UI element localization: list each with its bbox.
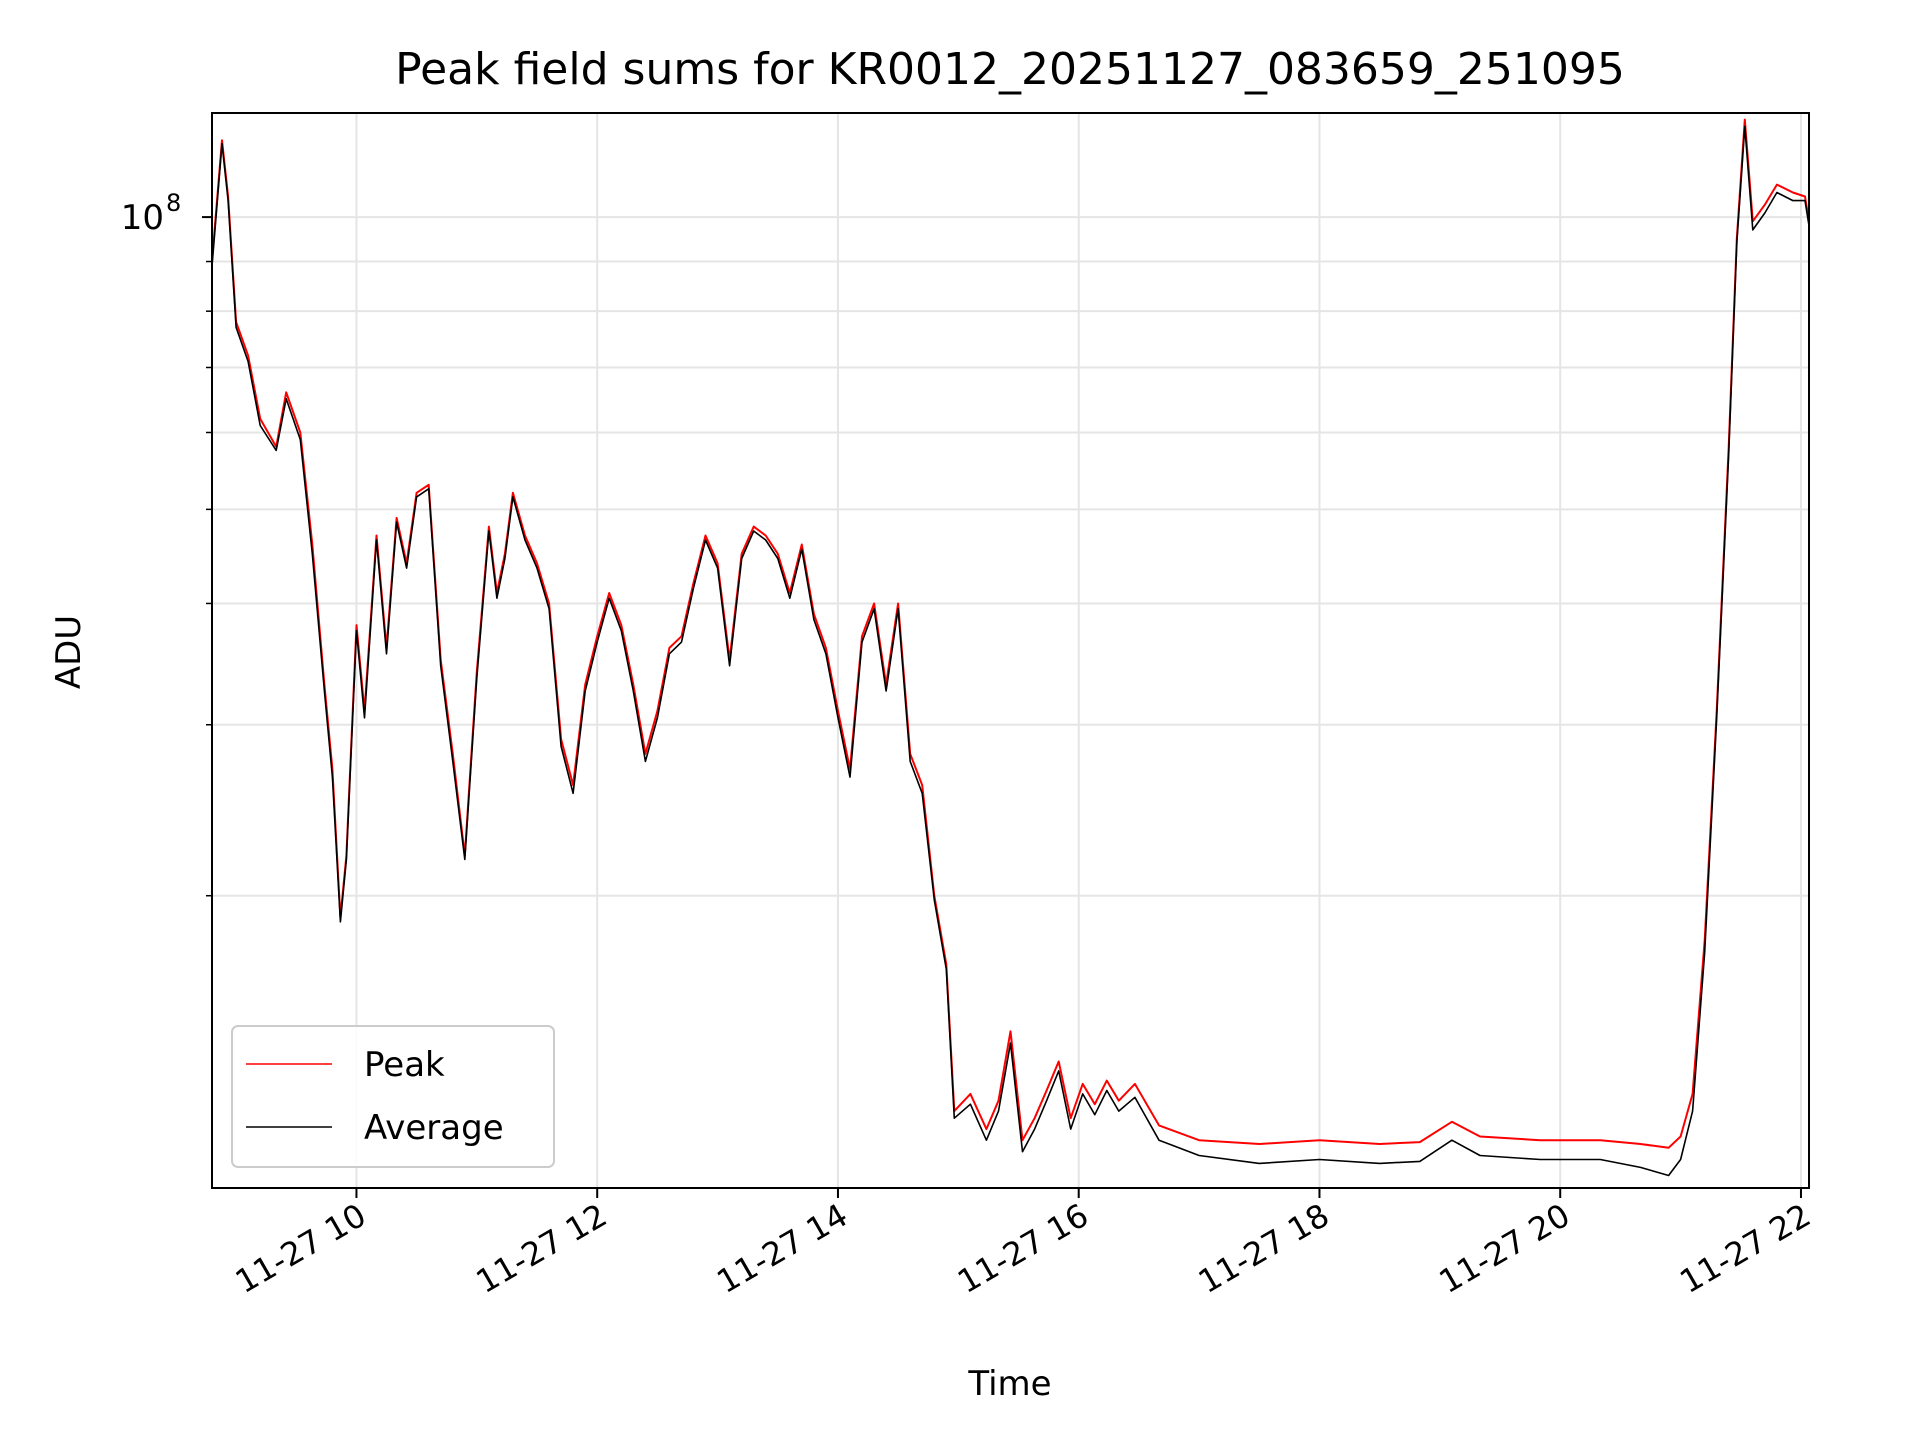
legend: Peak Average	[231, 1025, 555, 1168]
y-tick-label: 10	[121, 198, 164, 238]
plot-frame	[211, 112, 1810, 1189]
legend-label-peak: Peak	[364, 1045, 445, 1085]
y-axis-label: ADU	[49, 615, 89, 689]
series-line-average	[211, 125, 1810, 1177]
legend-label-average: Average	[364, 1108, 504, 1148]
chart-title: Peak field sums for KR0012_20251127_0836…	[395, 44, 1625, 95]
series-group	[211, 118, 1810, 1177]
y-tick-exponent: 8	[166, 189, 181, 217]
y-axis: 10 8	[121, 189, 212, 897]
grid	[212, 113, 1809, 1188]
legend-box	[231, 1025, 555, 1168]
x-axis-label: Time	[967, 1364, 1051, 1404]
